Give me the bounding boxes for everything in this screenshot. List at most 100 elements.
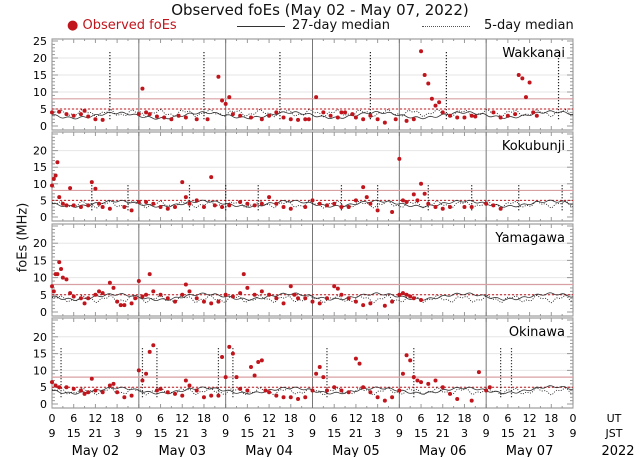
observed-point — [223, 101, 228, 106]
observed-point — [223, 292, 228, 297]
x-tick-label-jst: 9 — [396, 427, 403, 440]
observed-point — [310, 198, 315, 203]
observed-point — [353, 115, 358, 120]
observed-point — [144, 110, 149, 115]
observed-point — [306, 117, 311, 122]
observed-point — [274, 393, 279, 398]
observed-point — [71, 294, 76, 299]
observed-point — [332, 201, 337, 206]
observed-point — [382, 120, 387, 125]
observed-point — [393, 117, 398, 122]
observed-point — [400, 371, 405, 376]
observed-point — [440, 385, 445, 390]
observed-point — [462, 205, 467, 210]
observed-point — [281, 395, 286, 400]
day-label: May 04 — [245, 444, 293, 457]
observed-point — [292, 292, 297, 297]
observed-point — [411, 117, 416, 122]
observed-point — [118, 303, 123, 308]
legend-observed-label: Observed foEs — [82, 18, 177, 33]
observed-point — [223, 375, 228, 380]
observed-point — [144, 200, 149, 205]
observed-point — [527, 80, 532, 85]
y-tick-label: 0 — [40, 398, 47, 411]
observed-point — [173, 391, 178, 396]
observed-point — [97, 289, 102, 294]
station-label: Okinawa — [509, 325, 565, 340]
observed-point — [50, 183, 54, 188]
observed-point — [350, 112, 355, 117]
observed-point — [429, 96, 434, 101]
x-tick-label-ut: 12 — [349, 412, 363, 425]
observed-point — [324, 296, 329, 301]
legend-27day-label: 27-day median — [292, 18, 391, 33]
x-tick-label-ut: 12 — [175, 412, 189, 425]
observed-point — [487, 385, 492, 390]
observed-point — [419, 380, 424, 385]
observed-point — [100, 291, 105, 296]
observed-point — [220, 98, 225, 103]
observed-point — [332, 385, 337, 390]
panel-kokubunji: 0 5 10 15 20 Kokubunji — [33, 131, 574, 224]
observed-point — [144, 292, 149, 297]
observed-point — [404, 353, 409, 358]
observed-point — [136, 279, 141, 284]
y-tick-label: 20 — [33, 145, 47, 158]
y-tick-label: 10 — [33, 178, 47, 191]
observed-point — [187, 383, 192, 388]
observed-point — [183, 378, 188, 383]
observed-point — [411, 296, 416, 301]
observed-point — [310, 299, 315, 304]
observed-point — [71, 386, 76, 391]
observed-point — [426, 201, 431, 206]
observed-point — [180, 180, 185, 185]
observed-point — [107, 206, 112, 211]
y-tick-label: 20 — [33, 237, 47, 250]
x-tick-label-jst: 3 — [461, 427, 468, 440]
observed-point — [78, 296, 83, 301]
day-label: May 02 — [72, 444, 120, 457]
legend-27day-line — [237, 26, 285, 27]
observed-point — [107, 383, 112, 388]
observed-point — [129, 393, 134, 398]
observed-point — [321, 110, 326, 115]
observed-point — [361, 117, 366, 122]
y-tick-label: 5 — [40, 289, 47, 302]
observed-point — [82, 301, 87, 306]
legend-5day-line — [422, 26, 470, 27]
observed-point — [433, 205, 438, 210]
observed-point — [324, 203, 329, 208]
observed-point — [59, 267, 64, 271]
observed-point — [50, 380, 54, 385]
observed-point — [361, 303, 366, 308]
observed-point — [169, 117, 174, 122]
x-tick-label-jst: 3 — [200, 427, 207, 440]
x-tick-label-jst: 3 — [374, 427, 381, 440]
observed-point — [165, 296, 170, 301]
observed-point — [364, 195, 369, 200]
observed-point — [314, 371, 319, 376]
x-tick-label-jst: 15 — [414, 427, 428, 440]
observed-point — [447, 113, 452, 118]
observed-point — [151, 201, 156, 206]
observed-point — [227, 95, 232, 100]
observed-point — [53, 383, 58, 388]
observed-point — [346, 390, 351, 395]
observed-point — [97, 201, 102, 206]
x-tick-label-ut: 6 — [70, 412, 77, 425]
observed-point — [86, 203, 91, 208]
observed-point — [183, 195, 188, 200]
observed-point — [129, 208, 134, 213]
observed-point — [115, 299, 120, 304]
observed-point — [303, 117, 308, 122]
observed-point — [263, 388, 268, 393]
x-tick-label-jst: 15 — [240, 427, 254, 440]
observed-point — [173, 205, 178, 210]
x-tick-label-ut: 6 — [244, 412, 251, 425]
observed-point — [339, 292, 344, 297]
x-tick-label-jst: 21 — [436, 427, 450, 440]
observed-point — [241, 272, 246, 277]
observed-point — [397, 292, 402, 297]
observed-point — [140, 86, 145, 91]
x-tick-label-jst: 3 — [548, 427, 555, 440]
